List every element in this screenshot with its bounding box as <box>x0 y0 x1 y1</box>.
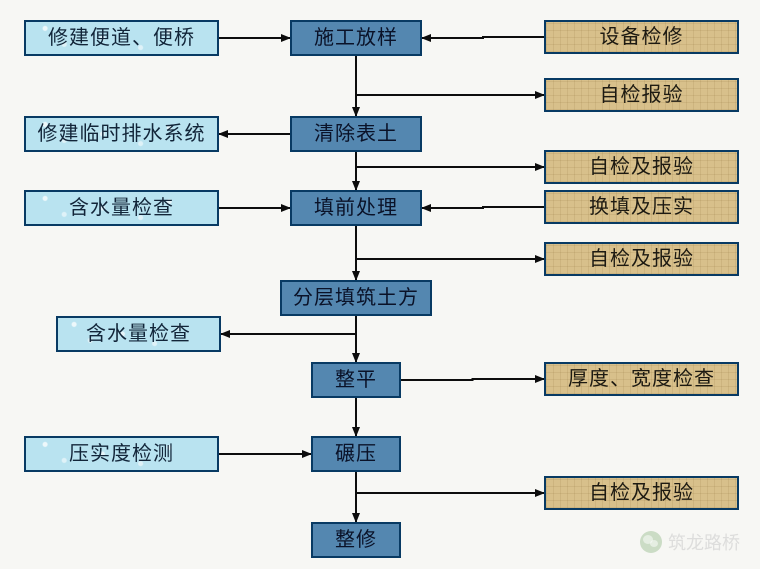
wechat-icon <box>640 531 662 553</box>
flowchart-node-r3: 自检及报验 <box>544 150 739 184</box>
flowchart-node-c4: 分层填筑土方 <box>280 280 432 316</box>
watermark-text: 筑龙路桥 <box>668 529 740 555</box>
flowchart-node-c3: 填前处理 <box>290 190 422 226</box>
flowchart-node-l5: 压实度检测 <box>24 436 219 472</box>
flowchart-node-r2: 自检报验 <box>544 78 739 112</box>
flowchart-node-l4: 含水量检查 <box>56 316 221 352</box>
flowchart-node-c7: 整修 <box>311 522 401 558</box>
flowchart-node-r1: 设备检修 <box>544 20 739 54</box>
flowchart-node-c5: 整平 <box>311 362 401 398</box>
flowchart-node-l3: 含水量检查 <box>24 190 219 226</box>
flowchart-node-r5: 自检及报验 <box>544 242 739 276</box>
flowchart-node-l1: 修建便道、便桥 <box>24 20 219 56</box>
flowchart-canvas: 筑龙路桥 施工放样清除表土填前处理分层填筑土方整平碾压整修 修建便道、便桥修建临时… <box>0 0 760 569</box>
flowchart-node-l2: 修建临时排水系统 <box>24 116 219 152</box>
flowchart-node-c6: 碾压 <box>311 436 401 472</box>
flowchart-node-r7: 自检及报验 <box>544 476 739 510</box>
flowchart-node-c2: 清除表土 <box>290 116 422 152</box>
flowchart-node-c1: 施工放样 <box>290 20 422 56</box>
flowchart-node-r6: 厚度、宽度检查 <box>544 362 739 396</box>
watermark: 筑龙路桥 <box>640 529 740 555</box>
flowchart-node-r4: 换填及压实 <box>544 190 739 224</box>
